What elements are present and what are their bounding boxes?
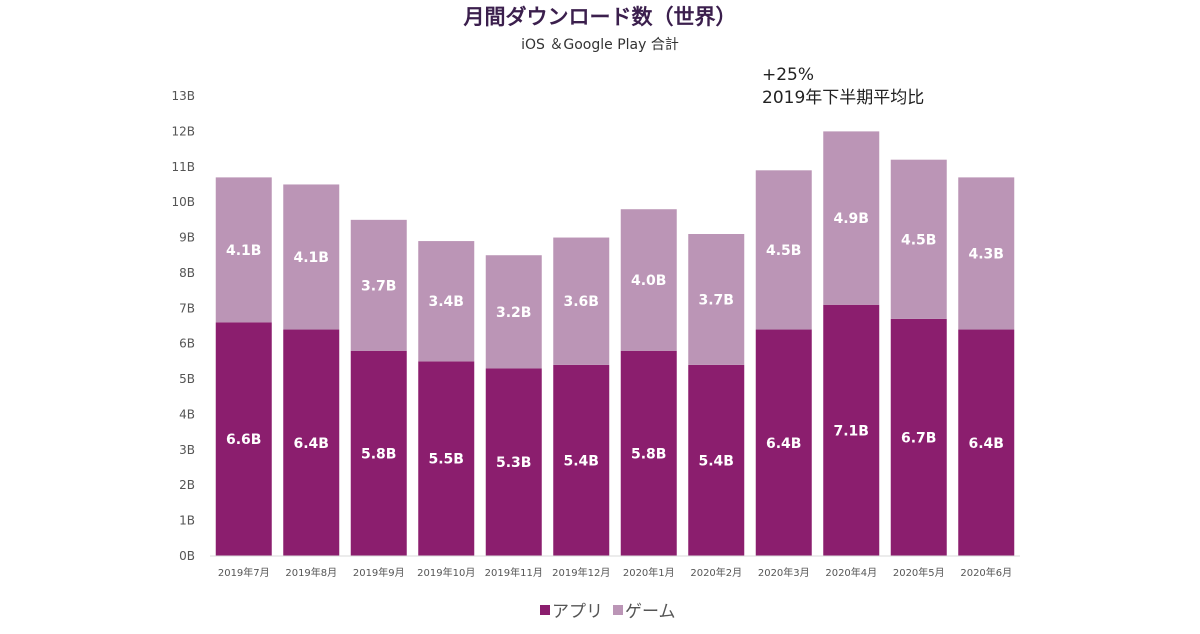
bar-game [553, 237, 610, 365]
x-tick-label: 2020年4月 [825, 566, 877, 579]
data-label: 6.7B [901, 430, 936, 446]
bar-app [620, 350, 677, 556]
x-tick-label: 2019年9月 [353, 566, 405, 579]
bar-game [823, 131, 880, 305]
x-tick-label: 2019年12月 [552, 566, 610, 579]
data-label: 4.5B [901, 232, 936, 248]
y-tick-label: 5B [179, 372, 195, 386]
y-tick-label: 7B [179, 301, 195, 315]
legend-swatch-game [613, 605, 623, 615]
data-label: 4.1B [294, 250, 329, 266]
bars [215, 131, 1015, 556]
x-tick-label: 2019年8月 [285, 566, 337, 579]
bar-game [890, 159, 947, 319]
bar-app [485, 368, 542, 556]
data-label: 4.9B [834, 211, 869, 227]
y-tick-label: 4B [179, 407, 195, 421]
bar-app [553, 364, 610, 556]
bar-game [418, 241, 475, 362]
data-label: 4.1B [226, 243, 261, 259]
data-label: 5.4B [564, 453, 599, 469]
y-tick-label: 6B [179, 337, 195, 351]
data-label: 5.4B [699, 453, 734, 469]
y-tick-label: 13B [171, 89, 195, 103]
bar-game [283, 184, 340, 330]
chart-title: 月間ダウンロード数（世界） [463, 5, 737, 29]
bar-app [890, 318, 947, 556]
legend-label-app: アプリ [552, 602, 603, 622]
x-tick-label: 2020年5月 [893, 566, 945, 579]
x-tick-label: 2020年2月 [690, 566, 742, 579]
data-label: 4.5B [766, 243, 801, 259]
data-label: 4.3B [969, 246, 1004, 262]
data-label: 3.2B [496, 305, 531, 321]
bar-app [688, 364, 745, 556]
bar-game [485, 255, 542, 369]
bar-app [958, 329, 1015, 556]
data-label: 6.6B [226, 432, 261, 448]
y-tick-label: 12B [171, 124, 195, 138]
bar-game [755, 170, 812, 330]
data-label: 6.4B [294, 436, 329, 452]
legend-swatch-app [540, 605, 550, 615]
annotation: +25% 2019年下半期平均比 [762, 65, 924, 108]
y-tick-label: 3B [179, 443, 195, 457]
bar-game [215, 177, 272, 323]
x-tick-label: 2020年3月 [758, 566, 810, 579]
bar-labels: 6.6B 4.1B 6.4B 4.1B 5.8B 3.7B 5.5B 3.4B 5.3B 3.2B… [226, 211, 1004, 471]
y-axis: 0B 1B 2B 3B 4B 5B 6B 7B 8B 9B 10B 11B 12B 13B [171, 89, 195, 563]
data-label: 3.7B [699, 292, 734, 308]
bar-app [350, 350, 407, 556]
y-tick-label: 10B [171, 195, 195, 209]
x-tick-label: 2019年10月 [417, 566, 475, 579]
x-tick-label: 2019年11月 [485, 566, 543, 579]
legend: アプリ ゲーム [540, 602, 676, 622]
bar-app [283, 329, 340, 556]
annotation-line1: +25% [762, 65, 814, 85]
legend-label-game: ゲーム [625, 602, 676, 622]
y-tick-label: 2B [179, 478, 195, 492]
bar-app [418, 361, 475, 556]
bar-game [688, 234, 745, 365]
bar-game [350, 219, 407, 351]
y-tick-label: 11B [171, 160, 195, 174]
data-label: 4.0B [631, 273, 666, 289]
data-label: 6.4B [969, 436, 1004, 452]
data-label: 3.7B [361, 278, 396, 294]
y-tick-label: 8B [179, 266, 195, 280]
data-label: 6.4B [766, 436, 801, 452]
bar-game [620, 209, 677, 351]
bar-app [215, 322, 272, 556]
data-label: 7.1B [834, 423, 869, 439]
data-label: 3.6B [564, 294, 599, 310]
y-tick-label: 9B [179, 231, 195, 245]
y-tick-label: 1B [179, 514, 195, 528]
x-tick-label: 2020年1月 [623, 566, 675, 579]
bar-app [755, 329, 812, 556]
bar-game [958, 177, 1015, 330]
chart-subtitle: iOS ＆Google Play 合計 [521, 37, 679, 53]
x-tick-label: 2020年6月 [960, 566, 1012, 579]
data-label: 5.5B [429, 452, 464, 468]
data-label: 5.8B [361, 446, 396, 462]
y-tick-label: 0B [179, 549, 195, 563]
x-tick-label: 2019年7月 [218, 566, 270, 579]
x-axis: 2019年7月 2019年8月 2019年9月 2019年10月 2019年11月 201… [210, 555, 1020, 579]
bar-app [823, 304, 880, 556]
data-label: 3.4B [429, 294, 464, 310]
data-label: 5.3B [496, 455, 531, 471]
annotation-line2: 2019年下半期平均比 [762, 88, 924, 108]
data-label: 5.8B [631, 446, 666, 462]
